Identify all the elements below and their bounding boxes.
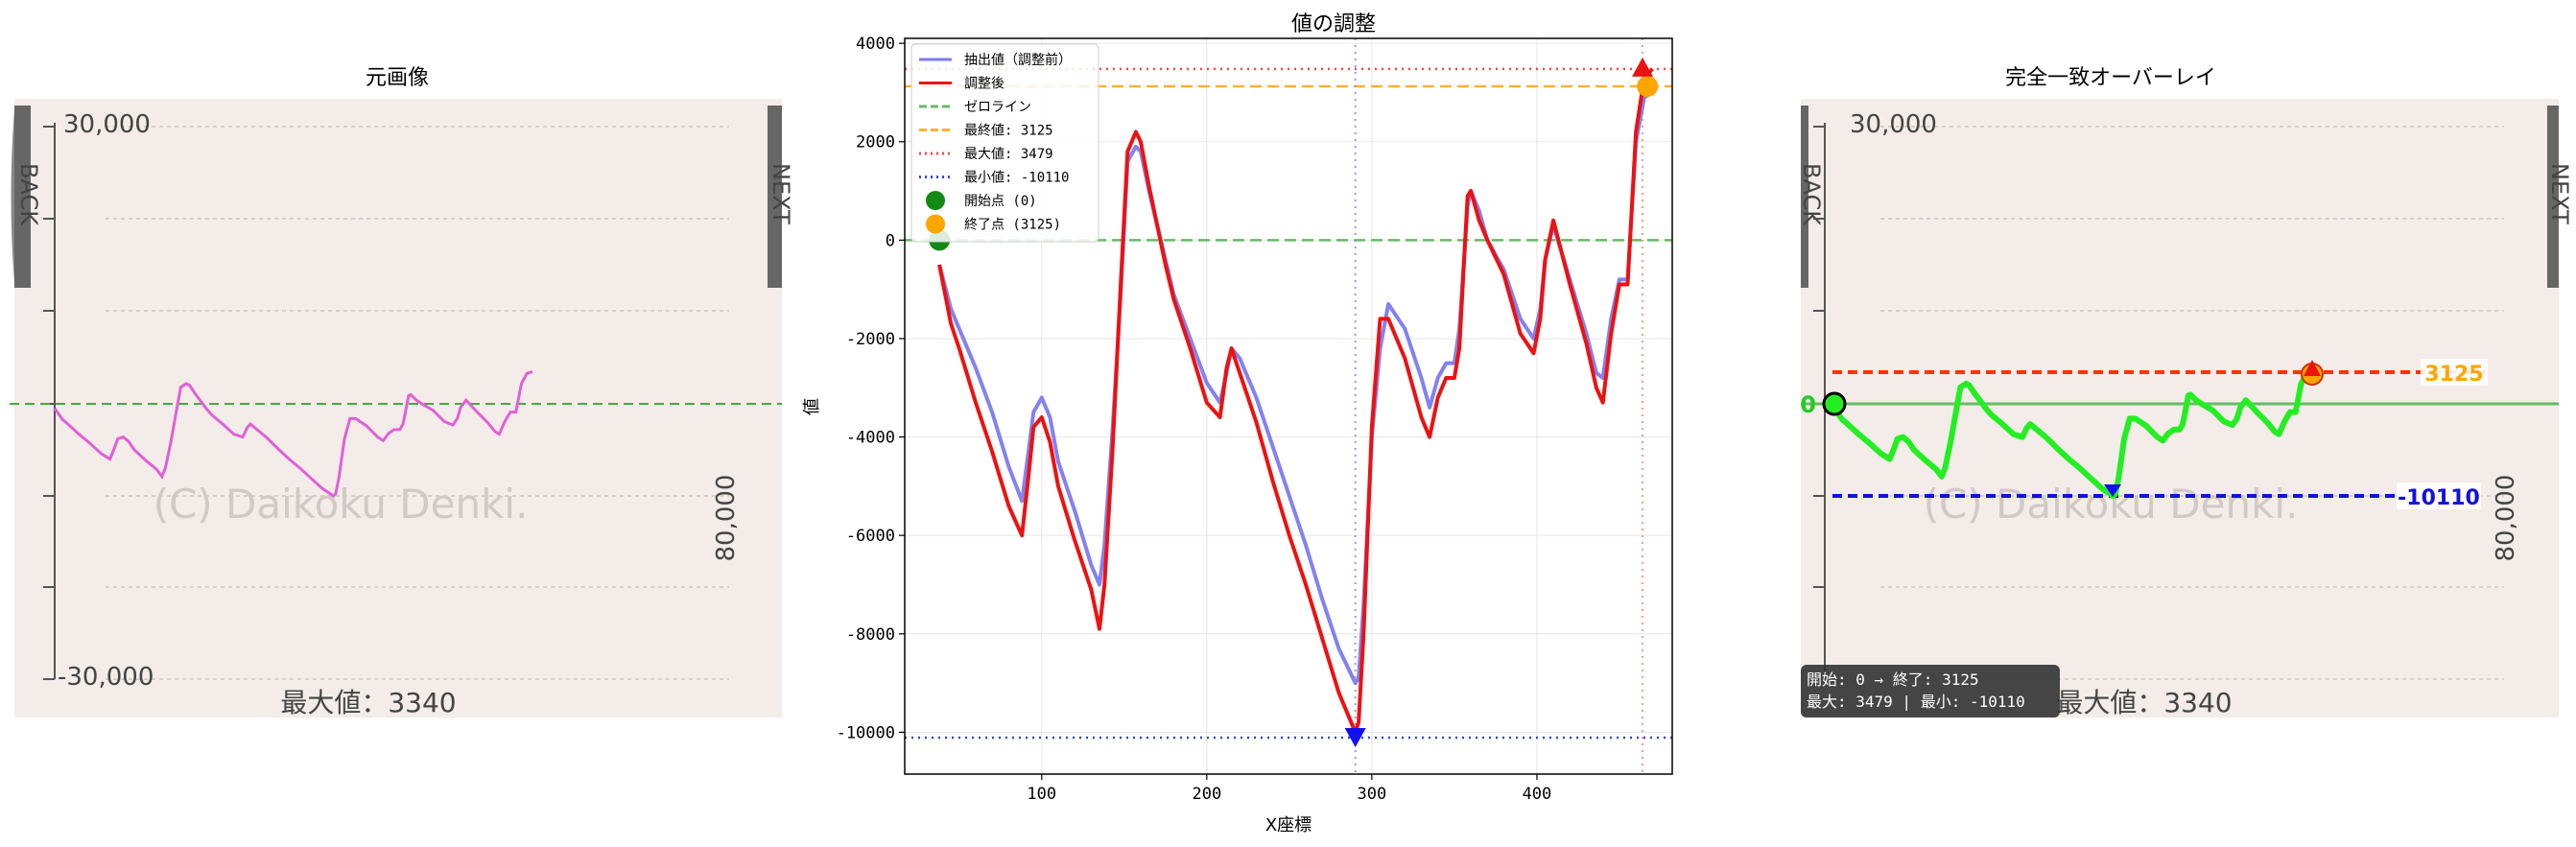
legend-label: 最大値: 3479: [964, 147, 1053, 162]
legend-label: 抽出値（調整前）: [964, 52, 1072, 68]
x-axis-label: X座標: [1265, 815, 1312, 835]
overlay-footer-label: 最大値：3340: [2056, 687, 2232, 718]
overlay-image-background: [1801, 99, 2559, 718]
overlay-zero-label: 0: [1800, 391, 1816, 418]
legend-label: 開始点 (0): [964, 194, 1037, 209]
panel-title-overlay: 完全一致オーバーレイ: [2005, 66, 2216, 90]
marker-circle: [1637, 76, 1659, 98]
overlay-back-tab-shape: [1801, 106, 1808, 288]
back-label: BACK: [15, 163, 42, 226]
legend-label: 最小値: -10110: [964, 171, 1069, 186]
overlay-back-label: BACK: [1798, 163, 1825, 226]
overlay-max-marker: [2304, 360, 2321, 376]
overlay-next-label: NEXT: [2546, 163, 2573, 224]
next-label: NEXT: [768, 163, 794, 224]
series-line: [937, 67, 1654, 735]
y-tick-label: -10000: [837, 723, 895, 742]
legend-label: 最終値: 3125: [964, 124, 1053, 139]
marker-min: [1344, 728, 1366, 748]
original-top-label: 30,000: [63, 110, 151, 139]
x-tick-label: 300: [1358, 785, 1387, 804]
legend-label: ゼロライン: [964, 100, 1031, 115]
overlay-next-tab-shape: [2547, 106, 2559, 288]
next-tab-shape: [768, 106, 782, 288]
original-footer-label: 最大値：3340: [280, 687, 456, 718]
overlay-green-line: [1832, 368, 2313, 499]
y-tick-label: -4000: [846, 429, 895, 448]
original-pink-line: [53, 370, 533, 498]
original-ticks: [43, 126, 55, 680]
plot-area-frame: [904, 37, 1673, 775]
y-axis-ticks: -10000 -8000 -6000 -4000 -2000 0 2000 4000: [837, 35, 905, 742]
legend-label: 終了点 (3125): [964, 218, 1061, 233]
y-axis-label: 値: [802, 398, 822, 415]
y-tick-label: -8000: [846, 625, 895, 645]
original-image-background: [14, 99, 782, 718]
back-tab-shape: [14, 106, 31, 288]
legend-label: 調整後: [964, 77, 1004, 92]
overlay-start-marker: [1822, 391, 1847, 416]
marker-max: [1632, 57, 1654, 77]
chart-series-lines: [937, 67, 1654, 735]
original-bottom-label: -30,000: [58, 663, 154, 692]
y-tick-label: 0: [886, 231, 895, 250]
x-tick-label: 200: [1192, 785, 1221, 804]
legend-box: [910, 43, 1099, 243]
overlay-right-label: 80,000: [2492, 475, 2520, 562]
chart-vertical-lines: [1354, 38, 1644, 774]
original-image-panel: 元画像 BACK NEXT (C) Daikoku Denki. 30,000 …: [10, 66, 794, 718]
panel-title-original: 元画像: [366, 66, 429, 90]
overlay-final-label-bg: [2421, 359, 2488, 386]
x-tick-label: 400: [1523, 785, 1552, 804]
chart-title: 値の調整: [1291, 12, 1376, 36]
overlay-min-label: -10110: [2398, 486, 2480, 510]
overlay-final-label: 3125: [2424, 363, 2483, 387]
overlay-min-marker: [2104, 484, 2121, 497]
overlay-panel: 完全一致オーバーレイ NEXT BACK (C) Daikoku Denki. …: [1798, 66, 2573, 718]
legend-swatch: [926, 214, 945, 234]
overlay-min-label-bg: [2397, 482, 2481, 509]
y-tick-label: 2000: [856, 133, 895, 153]
legend-swatch: [926, 191, 945, 210]
y-tick-label: -2000: [846, 330, 895, 349]
y-tick-label: -6000: [846, 527, 895, 546]
y-tick-label: 4000: [856, 35, 895, 54]
x-tick-label: 100: [1027, 785, 1056, 804]
overlay-top-label: 30,000: [1850, 110, 1937, 139]
overlay-info-line-1: 開始: 0 → 終了: 3125: [1807, 671, 1979, 689]
overlay-info-box: [1801, 665, 2060, 718]
adjustment-chart-panel: 値の調整 100 200 300 400 -10000-8000-6000-4000-…: [802, 12, 1673, 835]
original-right-label: 80,000: [712, 475, 741, 562]
original-watermark: (C) Daikoku Denki.: [154, 481, 529, 528]
back-tab-edge: [11, 110, 14, 283]
overlay-info-line-2: 最大: 3479 | 最小: -10110: [1807, 693, 2025, 711]
x-axis-ticks: 100 200 300 400: [1027, 774, 1551, 804]
